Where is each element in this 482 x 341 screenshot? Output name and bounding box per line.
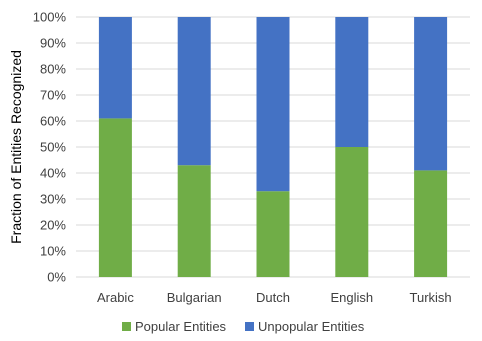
- bar-segment: [335, 147, 369, 277]
- bars: [98, 17, 448, 278]
- bar-segment: [98, 118, 132, 278]
- x-tick-label: Turkish: [410, 290, 452, 305]
- x-tick-label: Bulgarian: [167, 290, 222, 305]
- y-tick-label: 10%: [40, 244, 66, 259]
- y-tick-label: 20%: [40, 218, 66, 233]
- x-tick-label: Dutch: [256, 290, 290, 305]
- y-tick-label: 100%: [33, 10, 67, 25]
- bar-segment: [177, 165, 211, 277]
- y-tick-label: 30%: [40, 192, 66, 207]
- x-tick-label: English: [330, 290, 373, 305]
- bar-segment: [256, 17, 290, 192]
- y-axis-title: Fraction of Entities Recognized: [8, 50, 24, 244]
- bar-segment: [177, 17, 211, 166]
- y-tick-label: 40%: [40, 166, 66, 181]
- legend-label: Popular Entities: [135, 319, 227, 334]
- y-tick-label: 60%: [40, 114, 66, 129]
- y-tick-label: 70%: [40, 88, 66, 103]
- bar-segment: [256, 191, 290, 277]
- legend-swatch: [122, 322, 131, 331]
- bar-segment: [98, 17, 132, 119]
- legend: Popular Entities Unpopular Entities: [122, 319, 365, 334]
- x-tick-label: Arabic: [97, 290, 134, 305]
- y-tick-label: 90%: [40, 36, 66, 51]
- legend-label: Unpopular Entities: [258, 319, 365, 334]
- y-tick-label: 50%: [40, 140, 66, 155]
- y-tick-label: 80%: [40, 62, 66, 77]
- bar-segment: [414, 170, 448, 277]
- x-tick-labels: Arabic Bulgarian Dutch English Turkish: [97, 290, 452, 305]
- bar-segment: [335, 17, 369, 147]
- legend-swatch: [245, 322, 254, 331]
- bar-segment: [414, 17, 448, 171]
- y-tick-labels: 0% 10% 20% 30% 40% 50% 60% 70% 80% 90% 100%: [33, 10, 67, 285]
- y-tick-label: 0%: [47, 270, 66, 285]
